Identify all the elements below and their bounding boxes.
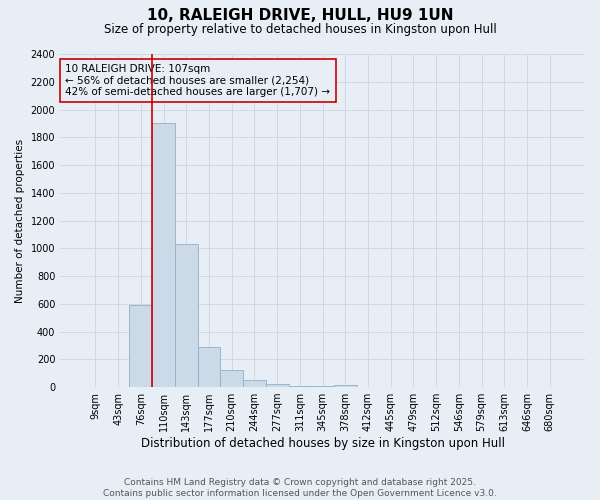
Bar — [243, 380, 266, 387]
Text: 10 RALEIGH DRIVE: 107sqm
← 56% of detached houses are smaller (2,254)
42% of sem: 10 RALEIGH DRIVE: 107sqm ← 56% of detach… — [65, 64, 331, 97]
Bar — [334, 385, 356, 387]
Text: 10, RALEIGH DRIVE, HULL, HU9 1UN: 10, RALEIGH DRIVE, HULL, HU9 1UN — [147, 8, 453, 22]
Bar — [220, 370, 243, 387]
Bar — [130, 305, 152, 387]
Bar — [152, 124, 175, 387]
Bar — [197, 347, 220, 387]
X-axis label: Distribution of detached houses by size in Kingston upon Hull: Distribution of detached houses by size … — [140, 437, 505, 450]
Bar — [311, 386, 334, 387]
Text: Contains HM Land Registry data © Crown copyright and database right 2025.
Contai: Contains HM Land Registry data © Crown c… — [103, 478, 497, 498]
Bar — [175, 244, 197, 387]
Bar — [289, 386, 311, 387]
Text: Size of property relative to detached houses in Kingston upon Hull: Size of property relative to detached ho… — [104, 22, 496, 36]
Y-axis label: Number of detached properties: Number of detached properties — [15, 138, 25, 302]
Bar — [266, 384, 289, 387]
